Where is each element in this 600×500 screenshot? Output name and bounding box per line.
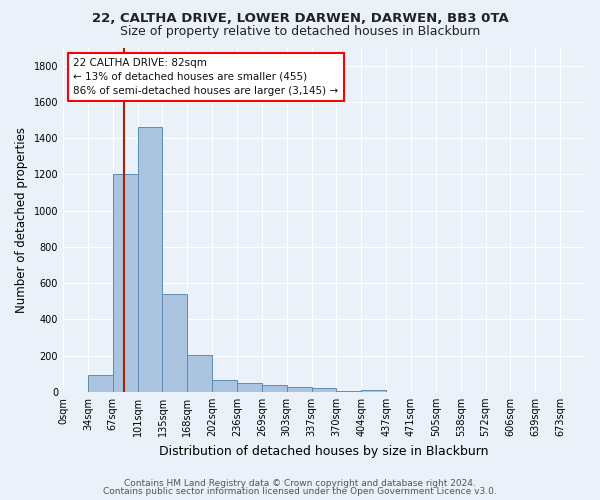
Bar <box>287 387 311 392</box>
Bar <box>187 354 212 392</box>
Bar <box>113 174 137 392</box>
Text: 22, CALTHA DRIVE, LOWER DARWEN, DARWEN, BB3 0TA: 22, CALTHA DRIVE, LOWER DARWEN, DARWEN, … <box>92 12 508 26</box>
Bar <box>337 391 361 392</box>
Bar <box>88 376 113 392</box>
X-axis label: Distribution of detached houses by size in Blackburn: Distribution of detached houses by size … <box>159 444 489 458</box>
Bar <box>163 294 187 392</box>
Text: Contains public sector information licensed under the Open Government Licence v3: Contains public sector information licen… <box>103 487 497 496</box>
Text: 22 CALTHA DRIVE: 82sqm
← 13% of detached houses are smaller (455)
86% of semi-de: 22 CALTHA DRIVE: 82sqm ← 13% of detached… <box>73 58 338 96</box>
Bar <box>237 382 262 392</box>
Bar <box>361 390 386 392</box>
Text: Contains HM Land Registry data © Crown copyright and database right 2024.: Contains HM Land Registry data © Crown c… <box>124 478 476 488</box>
Bar <box>311 388 337 392</box>
Y-axis label: Number of detached properties: Number of detached properties <box>15 126 28 312</box>
Bar <box>262 384 287 392</box>
Text: Size of property relative to detached houses in Blackburn: Size of property relative to detached ho… <box>120 25 480 38</box>
Bar <box>212 380 237 392</box>
Bar <box>137 127 163 392</box>
